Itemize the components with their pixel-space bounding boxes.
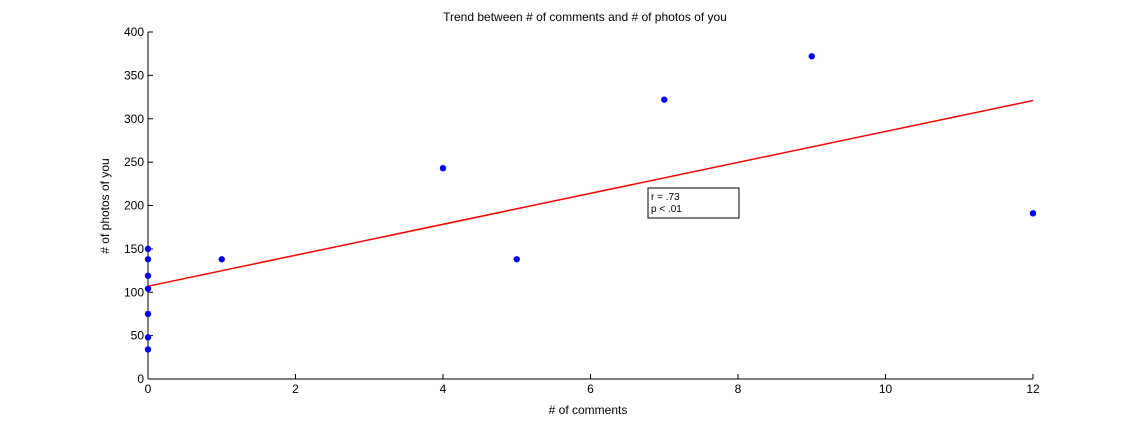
- fit-line: [147, 99, 1034, 287]
- data-point: [144, 285, 152, 292]
- x-tick-label: 4: [440, 382, 447, 396]
- axes: [147, 32, 1033, 380]
- ticks: 0 2 4 6 8 10 12 0 50 100 150 200 250 300 350 400: [124, 25, 1040, 396]
- annotation-line-p: p < .01: [651, 204, 682, 215]
- points-group: [144, 53, 1037, 353]
- y-tick-label: 400: [124, 25, 144, 39]
- data-point: [144, 334, 152, 341]
- stats-annotation: r = .73 p < .01: [647, 187, 740, 219]
- chart-title: Trend between # of comments and # of pho…: [443, 10, 727, 24]
- x-tick-label: 2: [292, 382, 299, 396]
- data-point: [661, 96, 668, 103]
- y-tick-label: 50: [131, 329, 145, 343]
- data-point: [144, 272, 152, 279]
- data-point: [144, 310, 152, 318]
- annotation-box: [647, 187, 740, 219]
- y-tick-label: 350: [124, 68, 144, 82]
- data-point: [439, 164, 447, 172]
- data-point: [1029, 210, 1037, 217]
- data-point: [144, 245, 152, 253]
- x-tick-label: 12: [1026, 382, 1040, 396]
- data-point: [808, 53, 815, 60]
- y-tick-label: 100: [124, 285, 144, 299]
- y-tick-label: 300: [124, 112, 144, 126]
- x-tick-label: 6: [587, 382, 594, 396]
- annotation-line-r: r = .73: [651, 192, 680, 203]
- data-point: [218, 256, 225, 263]
- y-tick-label: 250: [124, 155, 144, 169]
- data-point: [144, 346, 152, 353]
- x-tick-label: 10: [879, 382, 893, 396]
- y-tick-label: 0: [137, 372, 144, 386]
- y-axis-label: # of photos of you: [98, 158, 112, 253]
- y-tick-label: 200: [124, 199, 144, 213]
- data-point: [144, 256, 152, 263]
- y-tick-label: 150: [124, 242, 144, 256]
- data-point: [513, 256, 520, 263]
- x-tick-label: 0: [145, 382, 152, 396]
- x-tick-label: 8: [735, 382, 742, 396]
- x-axis-label: # of comments: [549, 403, 628, 417]
- fit-line-group: [147, 99, 1034, 287]
